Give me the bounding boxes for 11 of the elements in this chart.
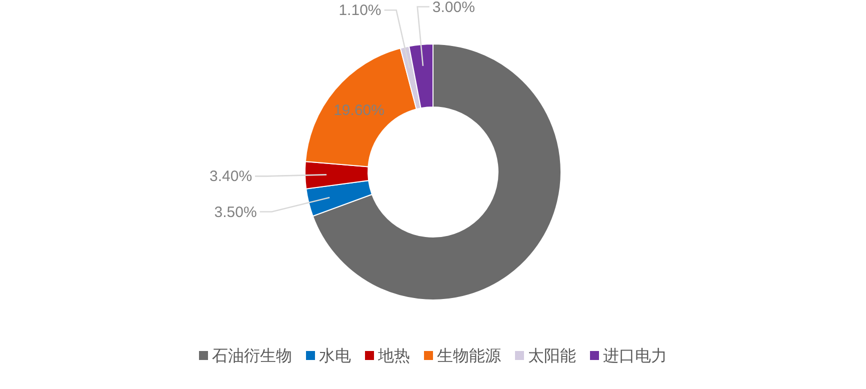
legend-label: 石油衍生物 bbox=[212, 347, 292, 365]
data-label: 3.40% bbox=[210, 168, 252, 186]
data-label: 1.10% bbox=[338, 2, 382, 20]
legend-label: 进口电力 bbox=[603, 347, 667, 365]
legend-label: 太阳能 bbox=[528, 347, 576, 365]
legend-label: 水电 bbox=[319, 347, 351, 365]
data-label: 19.60% bbox=[334, 102, 384, 120]
legend-label: 地热 bbox=[377, 347, 410, 365]
data-label: 3.00% bbox=[432, 0, 475, 16]
legend-label: 生物能源 bbox=[437, 347, 501, 365]
data-label: 3.50% bbox=[214, 204, 257, 221]
